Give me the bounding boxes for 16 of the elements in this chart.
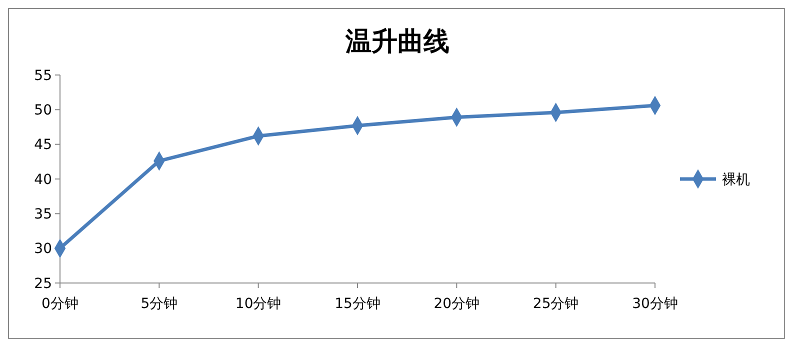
y-tick-label: 55: [34, 68, 52, 84]
y-tick-label: 30: [34, 241, 52, 258]
x-tick-label: 0分钟: [42, 296, 78, 312]
x-tick-label: 15分钟: [334, 296, 380, 312]
y-tick-label: 45: [34, 137, 52, 154]
y-tick-label: 50: [34, 102, 52, 119]
x-tick-label: 20分钟: [434, 296, 480, 312]
chart-title: 温升曲线: [344, 27, 450, 57]
x-tick-label: 5分钟: [140, 296, 178, 312]
x-tick-label: 25分钟: [532, 296, 579, 312]
x-tick-label: 10分钟: [235, 296, 282, 312]
y-tick-label: 25: [34, 276, 52, 292]
x-tick-label: 30分钟: [632, 296, 678, 312]
y-tick-label: 35: [34, 206, 52, 223]
legend-label: 裸机: [722, 172, 750, 188]
y-tick-label: 40: [34, 172, 52, 188]
